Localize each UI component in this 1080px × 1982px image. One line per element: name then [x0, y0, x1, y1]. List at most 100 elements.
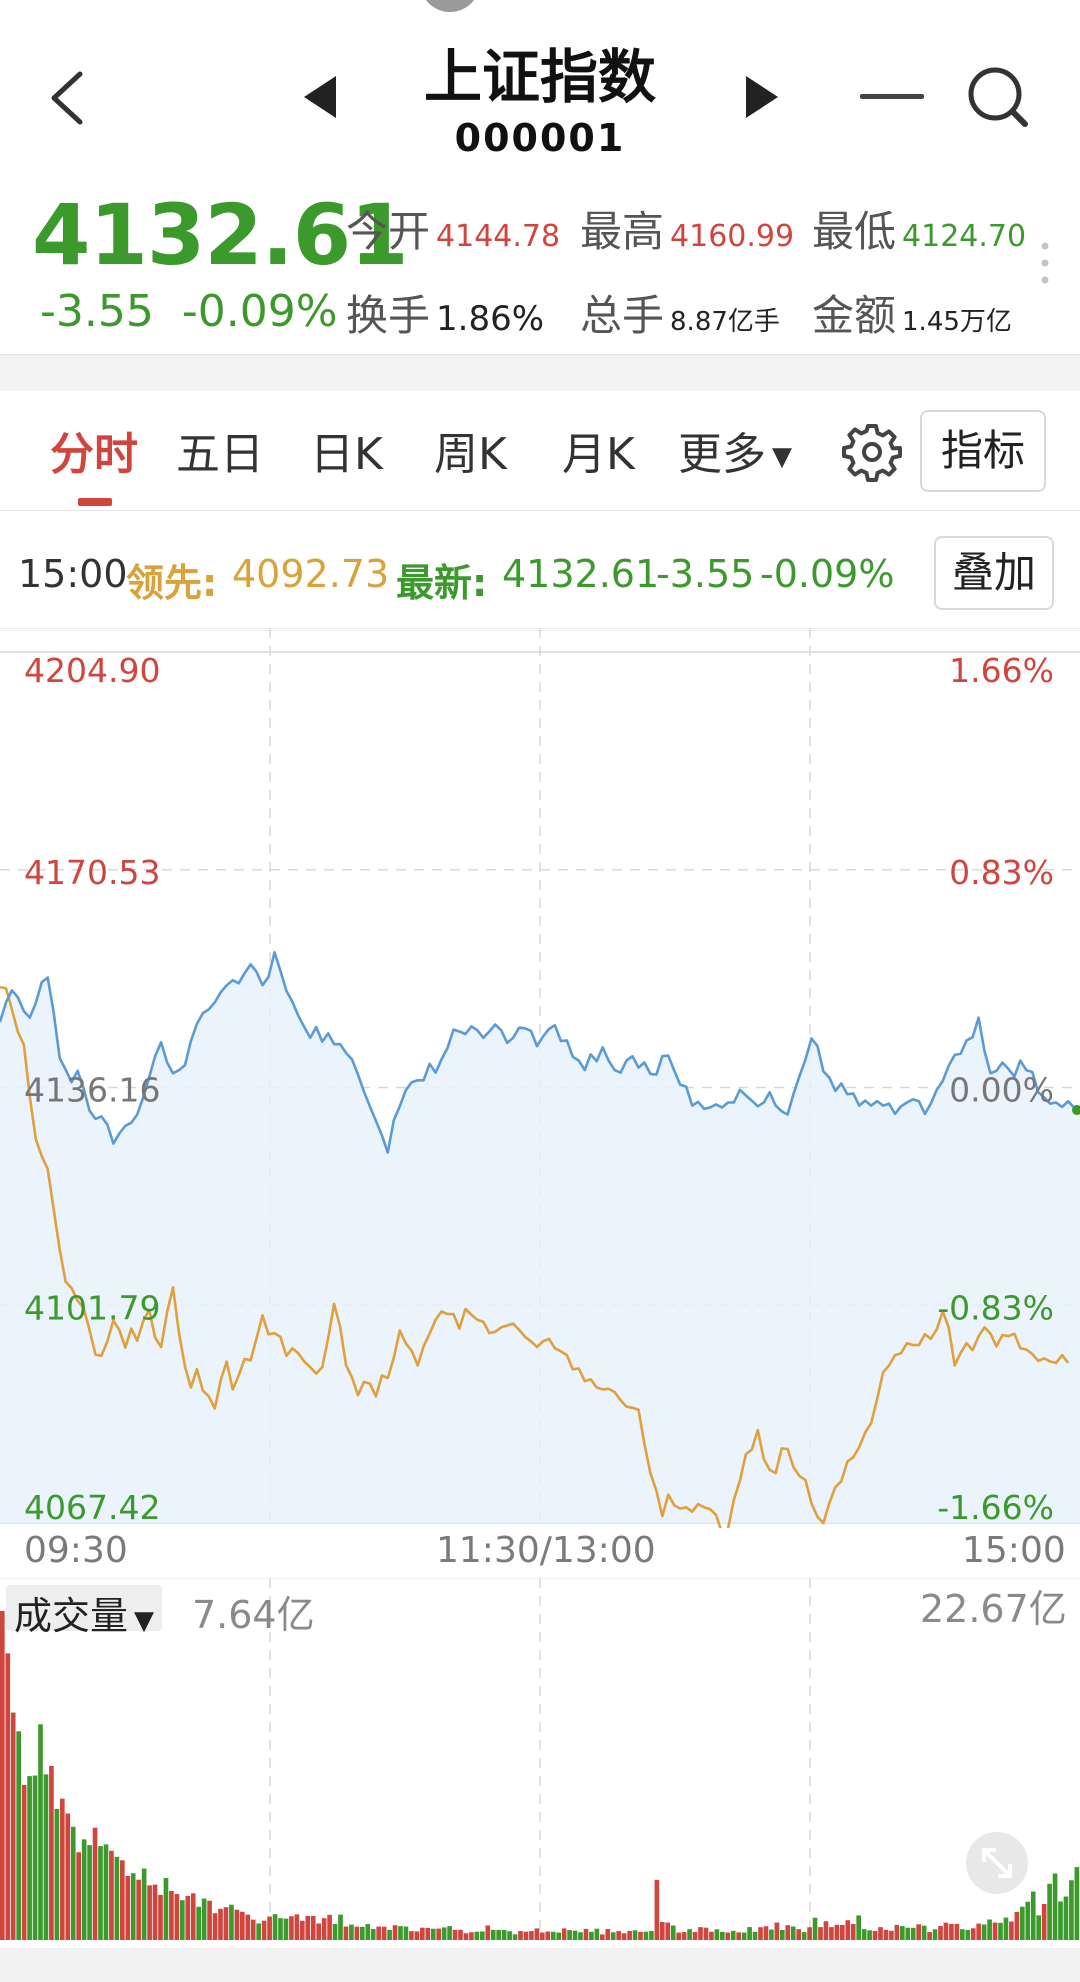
volume-bar — [43, 1774, 49, 1940]
volume-bar — [861, 1929, 867, 1940]
volume-bar — [70, 1826, 76, 1940]
volume-bar — [27, 1776, 32, 1940]
volume-bar — [556, 1932, 561, 1940]
volume-bar — [883, 1929, 889, 1940]
tab-weekly-k[interactable]: 周K — [434, 429, 507, 480]
dropdown-caret-icon: ▼ — [772, 442, 792, 472]
volume-bar — [0, 1610, 5, 1940]
menu-icon[interactable] — [860, 92, 924, 102]
volume-bar — [780, 1929, 785, 1940]
volume-bar — [392, 1925, 398, 1940]
latest-label: 最新: — [396, 561, 488, 605]
price-area-fill — [0, 952, 1080, 1523]
volume-bar — [818, 1927, 823, 1940]
volume-bar — [130, 1873, 136, 1940]
bottom-separator — [0, 1948, 1080, 1982]
indicator-button[interactable]: 指标 — [920, 410, 1046, 492]
stat-label: 最低 — [812, 207, 897, 256]
volume-bar — [518, 1931, 523, 1940]
expand-fullscreen-icon[interactable] — [964, 1830, 1030, 1896]
volume-bar — [1063, 1896, 1069, 1940]
volume-bar — [643, 1931, 649, 1940]
last-price-dot — [1072, 1105, 1080, 1116]
volume-bar — [921, 1925, 927, 1940]
more-options-icon[interactable] — [1040, 240, 1050, 286]
stat-label: 金额 — [812, 291, 897, 340]
volume-bar — [905, 1927, 911, 1940]
stat-amount: 金额 1.45万亿 — [812, 282, 1012, 343]
stat-value: 8.87亿手 — [670, 307, 780, 337]
volume-bar — [540, 1932, 545, 1940]
volume-bar — [54, 1808, 60, 1940]
volume-bar — [970, 1928, 976, 1940]
tab-daily-k[interactable]: 日K — [310, 429, 383, 480]
price-chart-svg: 4204.90 4170.53 4136.16 4101.79 4067.42 1.66%… — [0, 627, 1080, 1534]
volume-bar — [398, 1926, 403, 1940]
volume-bar — [158, 1894, 163, 1940]
volume-bar — [92, 1827, 98, 1940]
info-time: 15:00 — [18, 552, 128, 596]
volume-bar — [76, 1852, 81, 1940]
volume-bar — [654, 1879, 660, 1940]
volume-bar — [616, 1931, 621, 1940]
back-arrow-icon[interactable] — [44, 68, 94, 128]
price-change: -3.55 -0.09% — [40, 286, 338, 337]
tab-more[interactable]: 更多 ▼ — [678, 418, 792, 482]
volume-bar — [1030, 1891, 1036, 1940]
active-tab-indicator — [78, 498, 112, 506]
volume-bar — [954, 1923, 960, 1940]
volume-bar — [403, 1926, 409, 1940]
volume-bar — [627, 1930, 632, 1940]
volume-bar — [201, 1898, 207, 1940]
volume-bar — [332, 1924, 338, 1940]
dropdown-caret-icon: ▼ — [134, 1606, 155, 1636]
volume-bar — [38, 1724, 43, 1940]
stat-value: 4160.99 — [670, 219, 795, 254]
overlay-button[interactable]: 叠加 — [934, 536, 1054, 610]
volume-bar — [785, 1925, 791, 1940]
volume-selector[interactable]: 成交量 ▼ — [6, 1585, 163, 1638]
tab-monthly-k[interactable]: 月K — [562, 429, 635, 480]
next-stock-icon[interactable] — [742, 74, 782, 120]
volume-bar — [490, 1929, 496, 1940]
search-icon[interactable] — [965, 64, 1031, 130]
volume-bar — [965, 1929, 971, 1940]
volume-bar — [169, 1890, 174, 1940]
volume-bar — [1036, 1915, 1041, 1940]
tab-intraday[interactable]: 分时 — [50, 429, 138, 480]
settings-gear-icon[interactable] — [842, 422, 902, 482]
volume-bar — [550, 1931, 556, 1940]
volume-bar — [120, 1860, 125, 1940]
latest-percent: -0.09% — [760, 552, 895, 596]
y-axis-right-label: -0.83% — [937, 1288, 1054, 1327]
volume-bar — [103, 1844, 109, 1940]
volume-bar — [856, 1915, 861, 1940]
volume-bar — [676, 1932, 681, 1940]
volume-bar — [621, 1933, 627, 1940]
volume-bar — [447, 1926, 452, 1940]
volume-bar — [321, 1918, 327, 1940]
stat-value: 4144.78 — [436, 219, 561, 254]
volume-bar — [545, 1931, 551, 1940]
volume-bar — [1020, 1906, 1025, 1940]
volume-bar — [987, 1919, 992, 1940]
volume-bar — [441, 1927, 447, 1940]
y-axis-left-label: 4101.79 — [24, 1288, 160, 1327]
camera-notch — [420, 0, 480, 12]
volume-bar — [796, 1929, 801, 1940]
volume-bar — [927, 1932, 932, 1940]
volume-chart — [0, 1577, 1080, 1958]
volume-bar — [725, 1932, 731, 1940]
volume-bar — [681, 1932, 687, 1940]
volume-bar — [136, 1879, 141, 1940]
stat-value: 4124.70 — [902, 219, 1027, 254]
volume-bar — [561, 1928, 567, 1940]
volume-bar — [376, 1926, 381, 1940]
volume-bar — [572, 1930, 578, 1940]
tab-five-day[interactable]: 五日 — [176, 429, 264, 480]
volume-bar — [747, 1927, 752, 1940]
volume-bar — [910, 1927, 916, 1940]
previous-stock-icon[interactable] — [300, 74, 340, 120]
volume-bar — [425, 1927, 431, 1940]
time-tick-close: 15:00 — [962, 1530, 1066, 1571]
